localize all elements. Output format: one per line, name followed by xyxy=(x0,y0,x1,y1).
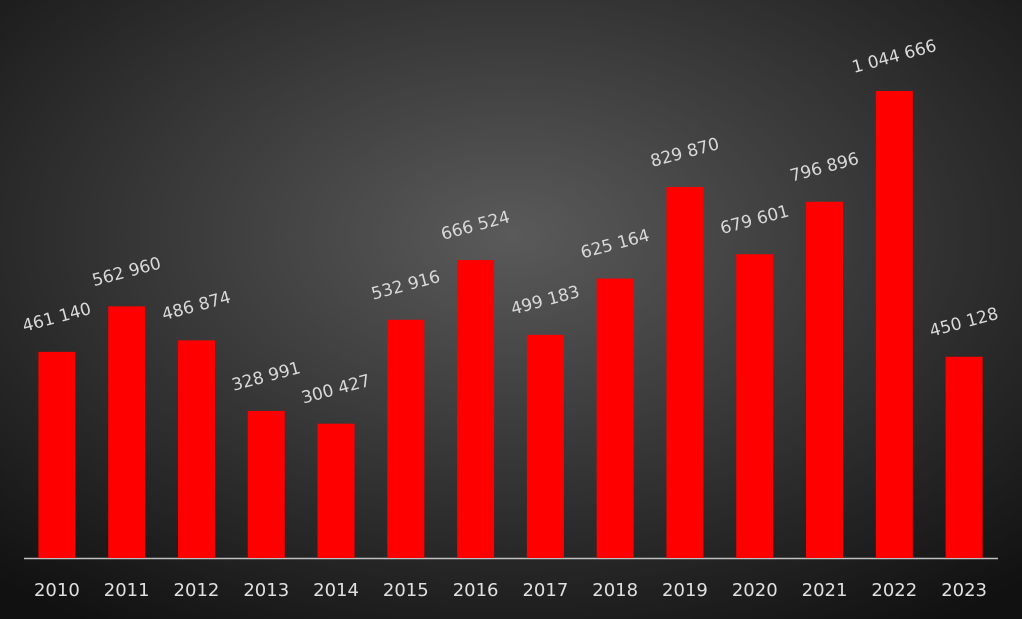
x-tick-label: 2018 xyxy=(592,580,638,601)
x-tick-label: 2013 xyxy=(243,580,289,601)
bar xyxy=(457,260,495,558)
x-tick-label: 2017 xyxy=(522,580,568,601)
x-tick-label: 2021 xyxy=(802,580,848,601)
bar xyxy=(736,254,774,558)
bar xyxy=(945,356,983,558)
x-tick-label: 2012 xyxy=(174,580,220,601)
bar xyxy=(317,423,355,558)
x-tick-label: 2010 xyxy=(34,580,80,601)
bar xyxy=(666,187,704,558)
bar xyxy=(247,410,285,558)
x-tick-label: 2023 xyxy=(941,580,987,601)
bar xyxy=(526,334,564,558)
x-tick-label: 2022 xyxy=(871,580,917,601)
bar xyxy=(596,278,634,558)
bar xyxy=(387,319,425,558)
bar xyxy=(108,306,146,558)
bar xyxy=(806,201,844,558)
x-tick-label: 2020 xyxy=(732,580,778,601)
x-tick-label: 2011 xyxy=(104,580,150,601)
x-tick-label: 2019 xyxy=(662,580,708,601)
x-tick-label: 2015 xyxy=(383,580,429,601)
x-tick-label: 2016 xyxy=(453,580,499,601)
bar xyxy=(875,91,913,558)
bar xyxy=(38,351,76,558)
bar xyxy=(177,340,215,558)
x-tick-label: 2014 xyxy=(313,580,359,601)
